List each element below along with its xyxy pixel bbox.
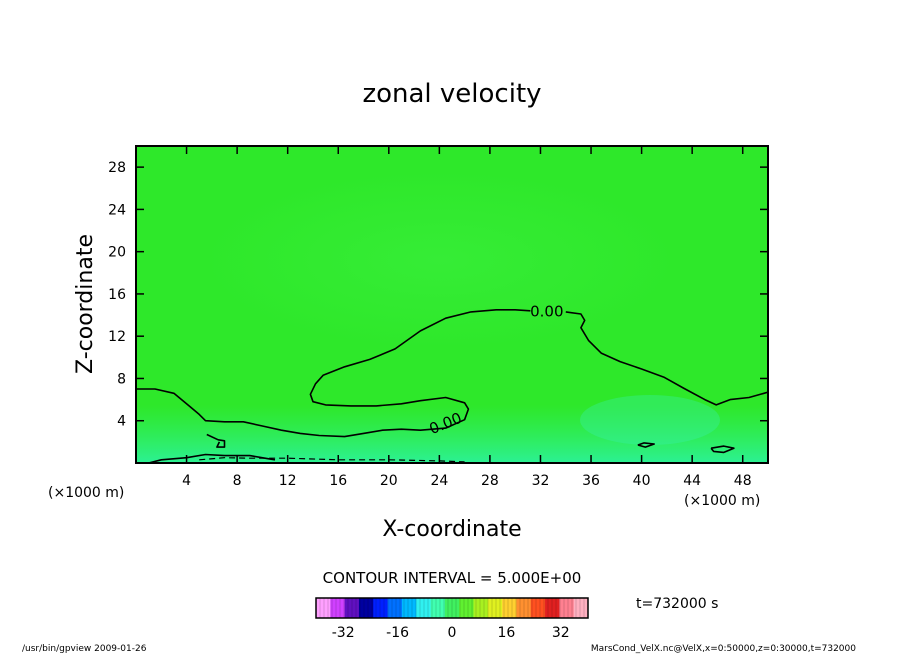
- contour-interval-label: CONTOUR INTERVAL = 5.000E+00: [323, 569, 582, 587]
- colorbar-cell: [316, 598, 331, 618]
- colorbar-tick-label: 16: [497, 625, 515, 641]
- time-label: t=732000 s: [636, 596, 718, 612]
- heatmap-lobe: [200, 170, 680, 350]
- colorbar-cell: [416, 598, 431, 618]
- y-axis-label: Z-coordinate: [73, 234, 98, 374]
- x-tick-label: 16: [329, 473, 347, 489]
- x-tick-label: 32: [532, 473, 550, 489]
- colorbar-cell: [373, 598, 388, 618]
- contour-zero-island-right-2: [710, 445, 735, 454]
- x-tick-label: 12: [279, 473, 297, 489]
- x-tick-label: 24: [430, 473, 448, 489]
- colorbar-frame: [315, 597, 589, 619]
- contour-zero-island-right-1: [637, 442, 655, 448]
- colorbar-cell: [459, 598, 474, 618]
- x-tick-label: 48: [734, 473, 752, 489]
- colorbar-cell: [344, 598, 360, 618]
- colorbar-cell: [502, 598, 517, 618]
- y-tick-label: 20: [108, 245, 126, 261]
- y-tick-label: 24: [108, 202, 126, 218]
- colorbar-cell: [444, 598, 460, 618]
- colorbar-cell: [330, 598, 345, 618]
- x-tick-label: 8: [233, 473, 242, 489]
- contour-lines: [136, 309, 768, 463]
- colorbar-cell: [401, 598, 417, 618]
- y-tick-label: 28: [108, 160, 126, 176]
- colorbar-cell: [430, 598, 446, 618]
- heatmap-bottom-layer: [136, 405, 768, 463]
- colorbar-cell: [473, 598, 489, 618]
- x-tick-label: 44: [683, 473, 701, 489]
- colorbar-tick-label: 0: [448, 625, 457, 641]
- y-tick-label: 16: [108, 287, 126, 303]
- contour-label: 0.00: [530, 302, 563, 320]
- plot-frame: [135, 145, 769, 464]
- contour-zero-bottom: [148, 453, 276, 463]
- colorbar: -32 -16 0 16 32: [315, 597, 589, 641]
- colorbar-cells: [315, 598, 589, 618]
- x-axis: 4 8 12 16 20 24 28 32 36 40 44 48: [182, 146, 752, 489]
- colorbar-tick-label: -32: [332, 625, 355, 641]
- contour-negative-dashed-bottom: [199, 457, 465, 463]
- footer-right: MarsCond_VelX.nc@VelX,x=0:50000,z=0:3000…: [591, 644, 856, 654]
- contour-zero-upper: [136, 309, 531, 438]
- x-axis-unit-right: (×1000 m): [684, 493, 760, 509]
- heatmap-bottom-spot: [580, 395, 720, 445]
- chart-title: zonal velocity: [362, 79, 541, 109]
- colorbar-tick-label: 32: [552, 625, 570, 641]
- colorbar-cell: [516, 598, 532, 618]
- colorbar-cell: [559, 598, 574, 618]
- colorbar-cell: [387, 598, 403, 618]
- contour-zero-island-left: [206, 433, 226, 448]
- colorbar-cell: [487, 598, 503, 618]
- x-tick-label: 20: [380, 473, 398, 489]
- colorbar-cell: [573, 598, 589, 618]
- y-axis: 4 8 12 16 20 24 28: [108, 160, 768, 430]
- x-tick-label: 28: [481, 473, 499, 489]
- colorbar-cell: [358, 598, 374, 618]
- colorbar-tick-label: -16: [386, 625, 409, 641]
- y-tick-label: 8: [117, 371, 126, 387]
- plot-area: 0.000.00 4 8 12 16 20 24 28 32 36 40 44 48 48121620…: [108, 145, 769, 489]
- x-axis-unit-left: (×1000 m): [48, 485, 124, 501]
- colorbar-cell: [530, 598, 546, 618]
- footer-left: /usr/bin/gpview 2009-01-26: [22, 644, 147, 654]
- x-axis-label: X-coordinate: [382, 517, 521, 542]
- colorbar-cell: [545, 598, 560, 618]
- colorbar-ticks: -32 -16 0 16 32: [332, 625, 570, 641]
- x-tick-label: 40: [633, 473, 651, 489]
- x-tick-label: 36: [582, 473, 600, 489]
- y-tick-label: 4: [117, 414, 126, 430]
- x-tick-label: 4: [182, 473, 191, 489]
- y-tick-label: 12: [108, 329, 126, 345]
- contour-zero-upper-right: [565, 311, 768, 406]
